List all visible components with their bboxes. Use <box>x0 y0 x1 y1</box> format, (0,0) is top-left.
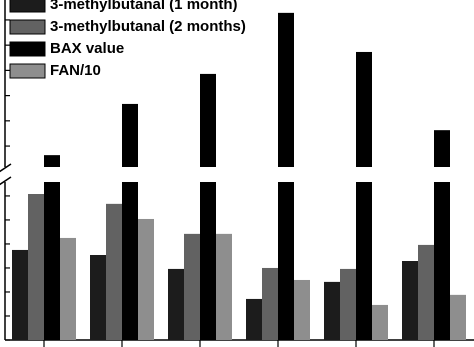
bar-lower <box>44 182 60 340</box>
bar <box>168 268 184 340</box>
bar-lower <box>434 182 450 340</box>
bar <box>60 237 76 340</box>
legend-swatch <box>9 63 46 79</box>
bar <box>106 203 122 340</box>
bar-lower <box>278 182 294 340</box>
bar <box>216 233 232 340</box>
bar <box>184 233 200 340</box>
bar-upper <box>434 130 450 167</box>
legend-swatch <box>9 19 46 35</box>
legend-label: FAN/10 <box>50 62 101 79</box>
bar-upper <box>44 155 60 167</box>
legend-label: 3-methylbutanal (1 month) <box>50 0 238 13</box>
bar <box>12 249 28 340</box>
bar <box>138 218 154 340</box>
bar <box>324 281 340 340</box>
legend-label: 3-methylbutanal (2 months) <box>50 18 246 35</box>
bar <box>402 261 418 340</box>
bar <box>28 194 44 340</box>
bar <box>262 267 278 340</box>
legend-swatch <box>9 0 46 13</box>
legend-label: BAX value <box>50 40 124 57</box>
bar-lower <box>356 182 372 340</box>
bar-lower <box>200 182 216 340</box>
bar <box>418 244 434 340</box>
bar <box>450 294 466 340</box>
bar-upper <box>356 51 372 167</box>
bar <box>340 268 356 340</box>
bar-lower <box>122 182 138 340</box>
bar <box>372 304 388 340</box>
bar-upper <box>200 73 216 167</box>
bar-upper <box>122 103 138 167</box>
bar <box>90 254 106 340</box>
axis-break <box>0 163 12 173</box>
bar <box>246 298 262 340</box>
legend-swatch <box>9 41 46 57</box>
bar-upper <box>278 12 294 168</box>
axis-break <box>0 176 12 186</box>
bar <box>294 279 310 340</box>
